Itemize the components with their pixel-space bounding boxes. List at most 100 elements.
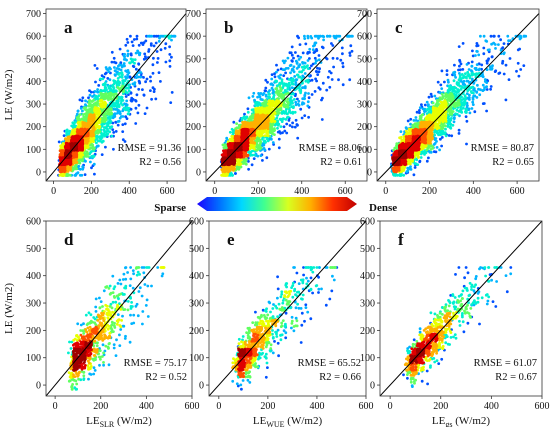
- data-point: [69, 161, 72, 164]
- data-point: [265, 134, 268, 137]
- data-point: [265, 156, 268, 159]
- data-point: [81, 165, 84, 168]
- data-point: [265, 94, 268, 97]
- data-point: [233, 167, 236, 170]
- data-point: [285, 84, 288, 87]
- data-point: [68, 155, 71, 158]
- data-point: [263, 100, 266, 103]
- data-point: [109, 127, 112, 130]
- data-point: [291, 46, 294, 49]
- data-point: [289, 124, 292, 127]
- data-point: [279, 94, 282, 97]
- data-point: [275, 71, 278, 74]
- data-point: [336, 35, 339, 38]
- data-point: [109, 108, 112, 111]
- data-point: [113, 66, 116, 69]
- data-point: [326, 35, 329, 38]
- data-point: [154, 98, 157, 101]
- data-point: [350, 35, 353, 38]
- data-point: [322, 46, 325, 49]
- data-point: [256, 96, 259, 99]
- data-point: [310, 37, 313, 40]
- data-point: [90, 140, 93, 143]
- data-point: [169, 101, 172, 104]
- data-point: [303, 95, 306, 98]
- data-point: [113, 82, 116, 85]
- data-point: [278, 146, 281, 149]
- data-point: [295, 119, 298, 122]
- data-point: [75, 154, 78, 157]
- data-point: [103, 119, 106, 122]
- data-point: [92, 145, 95, 148]
- data-point: [126, 104, 129, 107]
- data-point: [93, 163, 96, 166]
- data-point: [169, 65, 172, 68]
- data-point: [269, 100, 272, 103]
- data-point: [293, 65, 296, 68]
- data-point: [79, 144, 82, 147]
- data-point: [137, 112, 140, 115]
- data-point: [332, 57, 335, 60]
- data-point: [84, 128, 87, 131]
- x-tick-label: 0: [51, 186, 56, 197]
- data-point: [116, 112, 119, 115]
- data-point: [109, 97, 112, 100]
- data-point: [257, 111, 260, 114]
- data-point: [314, 90, 317, 93]
- data-point: [94, 81, 97, 84]
- y-tick-label: 300: [26, 100, 41, 111]
- data-point: [262, 117, 265, 120]
- data-point: [256, 155, 259, 158]
- data-point: [294, 126, 297, 129]
- data-point: [232, 121, 235, 124]
- data-point: [61, 174, 64, 177]
- data-point: [286, 98, 289, 101]
- data-point: [170, 56, 173, 59]
- data-point: [107, 70, 110, 73]
- data-point: [270, 126, 273, 129]
- data-point: [253, 147, 256, 150]
- data-point: [266, 109, 269, 112]
- data-point: [243, 154, 246, 157]
- data-point: [144, 112, 147, 115]
- data-point: [278, 138, 281, 141]
- r2-text: R2 = 0.56: [139, 157, 181, 168]
- data-point: [247, 118, 250, 121]
- data-point: [274, 75, 277, 78]
- scatter-points: [220, 35, 354, 177]
- data-point: [306, 105, 309, 108]
- data-point: [294, 101, 297, 104]
- data-point: [315, 42, 318, 45]
- rmse-text: RMSE = 91.36: [118, 143, 181, 154]
- data-point: [285, 123, 288, 126]
- data-point: [90, 91, 93, 94]
- data-point: [292, 57, 295, 60]
- data-point: [258, 116, 261, 119]
- data-point: [138, 53, 141, 56]
- data-point: [98, 121, 101, 124]
- data-point: [121, 130, 124, 133]
- data-point: [101, 77, 104, 80]
- data-point: [121, 71, 124, 74]
- data-point: [315, 80, 318, 83]
- data-point: [239, 152, 242, 155]
- data-point: [296, 123, 299, 126]
- data-point: [135, 52, 138, 55]
- data-point: [290, 59, 293, 62]
- data-point: [339, 59, 342, 62]
- data-point: [243, 113, 246, 116]
- data-point: [104, 102, 107, 105]
- data-point: [308, 96, 311, 99]
- data-point: [260, 92, 263, 95]
- data-point: [348, 78, 351, 81]
- data-point: [285, 104, 288, 107]
- data-point: [93, 173, 96, 176]
- data-point: [82, 124, 85, 127]
- data-point: [123, 53, 126, 56]
- data-point: [99, 136, 102, 139]
- data-point: [127, 112, 130, 115]
- data-point: [97, 84, 100, 87]
- data-point: [134, 122, 137, 125]
- data-point: [139, 71, 142, 74]
- data-point: [297, 100, 300, 103]
